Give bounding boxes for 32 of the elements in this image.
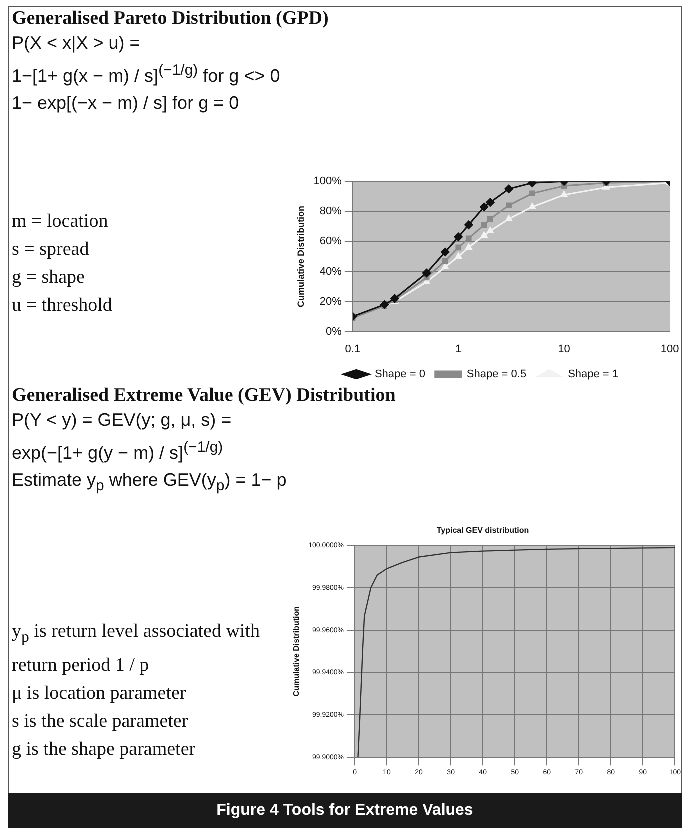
legend-label: Shape = 1 xyxy=(568,368,619,381)
y-axis-title: Cumulative Distribution xyxy=(292,606,302,697)
text: Estimate y$_{p}$ where GEV(y$_{p}$) = 1− p xyxy=(12,469,288,497)
y-axis-title: Cumulative Distribution xyxy=(296,206,306,308)
x-tick-label: 1 xyxy=(456,343,462,356)
chart-title: Typical GEV distribution xyxy=(436,526,530,536)
y-tick-label: 100% xyxy=(314,176,342,188)
text: Generalised Pareto Distribution (GPD) xyxy=(12,8,330,30)
text: 1−[1+ g(x − m) / s]$^{(−1/g)}$ for g <> 0 xyxy=(12,61,282,88)
y-tick-label: 0% xyxy=(326,326,342,338)
y-tick-label: 60% xyxy=(320,236,342,248)
x-tick-label: 0.1 xyxy=(345,343,361,356)
text: P(X < x|X > u) = xyxy=(12,32,142,55)
legend-label: Shape = 0.5 xyxy=(466,368,527,381)
text: Generalised Extreme Value (GEV) Distribution xyxy=(12,385,397,407)
text: μ is location parameter xyxy=(12,682,188,706)
x-tick-label: 100 xyxy=(660,343,680,356)
text: P(Y < y) = GEV(y; g, μ, s) = xyxy=(12,409,233,432)
text: s = spread xyxy=(12,238,90,262)
text: exp(−[1+ g(y − m) / s]$^{(−1/g)}$ xyxy=(12,438,224,465)
text: Figure 4 Tools for Extreme Values xyxy=(8,793,682,828)
text: g = shape xyxy=(12,266,86,290)
text: 1− exp[(−x − m) / s] for g = 0 xyxy=(12,92,240,115)
y-tick-label: 80% xyxy=(320,206,342,218)
y-tick-label: 40% xyxy=(320,266,342,278)
text: u = threshold xyxy=(12,294,114,318)
y-tick-label: 20% xyxy=(320,296,342,308)
x-tick-label: 10 xyxy=(558,343,570,356)
text: g is the shape parameter xyxy=(12,738,197,762)
text: m = location xyxy=(12,210,110,234)
legend-label: Shape = 0 xyxy=(374,368,426,381)
text: s is the scale parameter xyxy=(12,710,190,734)
